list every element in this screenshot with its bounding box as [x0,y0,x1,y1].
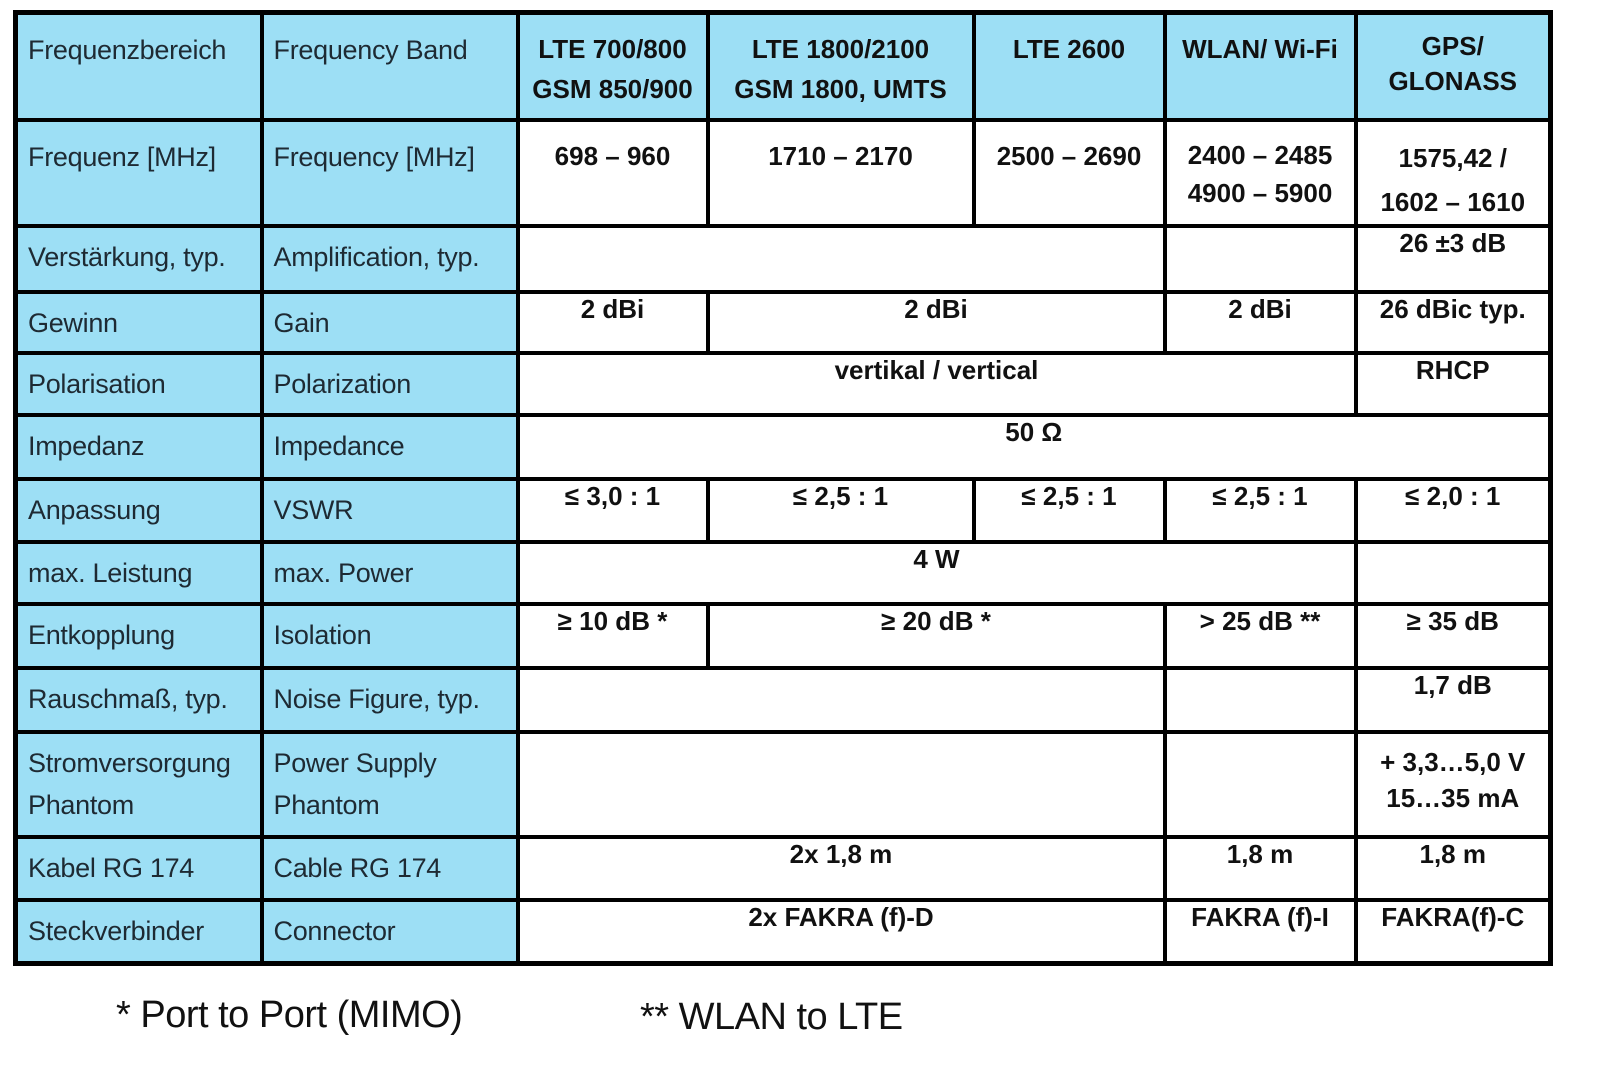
label-de-max-power: max. Leistung [13,539,264,606]
value-frequency-wlan: 2400 – 2485 4900 – 5900 [1162,117,1358,228]
value-frequency-lte700: 698 – 960 [515,117,710,228]
label-de-impedance: Impedanz [13,412,264,481]
value-isolation-gps: ≥ 35 dB [1353,601,1553,670]
label-de-isolation: Entkopplung [13,601,264,670]
band-header-gps: GPS/ GLONASS [1353,10,1553,122]
value-vswr-lte2600: ≤ 2,5 : 1 [971,476,1167,544]
band-header-lte2600: LTE 2600 [971,10,1167,122]
label-de-frequency-band: Frequenzbereich [13,10,264,122]
row-polarization: Polarisation Polarization vertikal / ver… [13,350,1553,417]
label-en-frequency: Frequency [MHz] [259,117,520,228]
value-connector-gps: FAKRA(f)-C [1353,897,1553,966]
row-power-supply: Stromversorgung Phantom Power Supply Pha… [13,729,1553,839]
value-impedance-all: 50 Ω [515,412,1553,481]
value-polarization-lte-wlan: vertikal / vertical [515,350,1358,417]
row-frequency: Frequenz [MHz] Frequency [MHz] 698 – 960… [13,117,1553,228]
label-en-cable: Cable RG 174 [259,834,520,902]
label-de-power-supply: Stromversorgung Phantom [13,729,264,839]
value-amplification-wlan [1162,223,1358,294]
label-de-amplification: Verstärkung, typ. [13,223,264,294]
antenna-spec-table: Frequenzbereich Frequency Band LTE 700/8… [13,10,1553,966]
value-frequency-lte1800: 1710 – 2170 [705,117,976,228]
value-max-power-gps [1353,539,1553,606]
label-en-vswr: VSWR [259,476,520,544]
value-amplification-gps: 26 ±3 dB [1353,223,1553,294]
label-en-noise-figure: Noise Figure, typ. [259,665,520,734]
value-vswr-lte1800: ≤ 2,5 : 1 [705,476,976,544]
value-power-supply-lte [515,729,1167,839]
value-vswr-lte700: ≤ 3,0 : 1 [515,476,710,544]
value-vswr-gps: ≤ 2,0 : 1 [1353,476,1553,544]
value-isolation-lte1800-2600: ≥ 20 dB * [705,601,1167,670]
row-noise-figure: Rauschmaß, typ. Noise Figure, typ. 1,7 d… [13,665,1553,734]
band-header-lte700: LTE 700/800 GSM 850/900 [515,10,710,122]
value-power-supply-wlan [1162,729,1358,839]
row-connector: Steckverbinder Connector 2x FAKRA (f)-D … [13,897,1553,966]
label-en-power-supply: Power Supply Phantom [259,729,520,839]
value-gain-wlan: 2 dBi [1162,289,1358,355]
value-cable-gps: 1,8 m [1353,834,1553,902]
label-de-gain: Gewinn [13,289,264,355]
value-noise-figure-gps: 1,7 dB [1353,665,1553,734]
footnotes: * Port to Port (MIMO) ** WLAN to LTE [0,990,1600,1050]
value-max-power-lte-wlan: 4 W [515,539,1358,606]
label-en-isolation: Isolation [259,601,520,670]
value-noise-figure-wlan [1162,665,1358,734]
label-en-impedance: Impedance [259,412,520,481]
row-vswr: Anpassung VSWR ≤ 3,0 : 1 ≤ 2,5 : 1 ≤ 2,5… [13,476,1553,544]
row-impedance: Impedanz Impedance 50 Ω [13,412,1553,481]
value-isolation-lte700: ≥ 10 dB * [515,601,710,670]
label-en-max-power: max. Power [259,539,520,606]
value-cable-wlan: 1,8 m [1162,834,1358,902]
value-frequency-gps: 1575,42 / 1602 – 1610 [1353,117,1553,228]
label-en-connector: Connector [259,897,520,966]
value-noise-figure-lte [515,665,1167,734]
value-amplification-lte [515,223,1167,294]
value-power-supply-gps: + 3,3…5,0 V 15…35 mA [1353,729,1553,839]
label-de-polarization: Polarisation [13,350,264,417]
value-connector-wlan: FAKRA (f)-I [1162,897,1358,966]
band-header-lte1800: LTE 1800/2100 GSM 1800, UMTS [705,10,976,122]
band-header-wlan: WLAN/ Wi-Fi [1162,10,1358,122]
footnote-wlan-to-lte: ** WLAN to LTE [640,996,903,1038]
value-cable-lte: 2x 1,8 m [515,834,1167,902]
label-en-gain: Gain [259,289,520,355]
label-en-polarization: Polarization [259,350,520,417]
row-amplification: Verstärkung, typ. Amplification, typ. 26… [13,223,1553,294]
value-gain-lte700: 2 dBi [515,289,710,355]
footnote-port-to-port: * Port to Port (MIMO) [116,994,463,1036]
value-frequency-lte2600: 2500 – 2690 [971,117,1167,228]
value-connector-lte: 2x FAKRA (f)-D [515,897,1167,966]
value-polarization-gps: RHCP [1353,350,1553,417]
row-isolation: Entkopplung Isolation ≥ 10 dB * ≥ 20 dB … [13,601,1553,670]
row-frequency-band: Frequenzbereich Frequency Band LTE 700/8… [13,10,1553,122]
row-max-power: max. Leistung max. Power 4 W [13,539,1553,606]
value-isolation-wlan: > 25 dB ** [1162,601,1358,670]
label-de-connector: Steckverbinder [13,897,264,966]
value-vswr-wlan: ≤ 2,5 : 1 [1162,476,1358,544]
value-gain-lte1800-2600: 2 dBi [705,289,1167,355]
label-de-cable: Kabel RG 174 [13,834,264,902]
label-en-frequency-band: Frequency Band [259,10,520,122]
row-gain: Gewinn Gain 2 dBi 2 dBi 2 dBi 26 dBic ty… [13,289,1553,355]
row-cable: Kabel RG 174 Cable RG 174 2x 1,8 m 1,8 m… [13,834,1553,902]
value-gain-gps: 26 dBic typ. [1353,289,1553,355]
label-de-frequency: Frequenz [MHz] [13,117,264,228]
label-de-vswr: Anpassung [13,476,264,544]
label-en-amplification: Amplification, typ. [259,223,520,294]
label-de-noise-figure: Rauschmaß, typ. [13,665,264,734]
